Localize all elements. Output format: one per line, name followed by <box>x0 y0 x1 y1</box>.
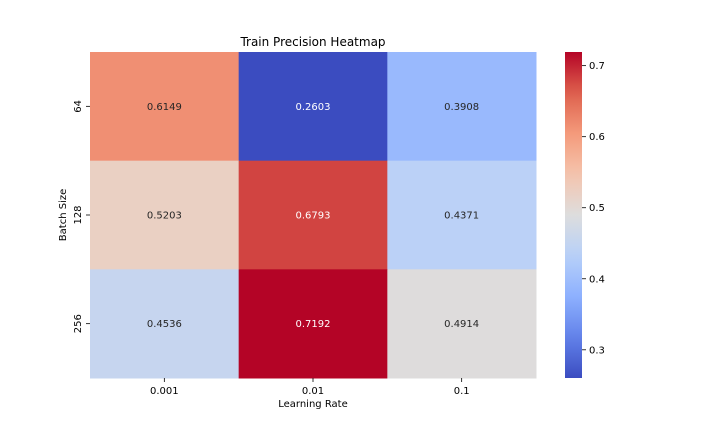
cell-label-r2-c0: 0.4536 <box>147 319 182 330</box>
colorbar-tick-label-0: 0.3 <box>589 345 605 356</box>
heatmap-cell-r2-c2 <box>387 269 537 379</box>
y-tick-label-1: 128 <box>73 205 84 224</box>
cell-label-r0-c2: 0.3908 <box>444 102 479 113</box>
colorbar-tick-label-2: 0.5 <box>589 203 605 214</box>
cell-label-r0-c1: 0.2603 <box>296 102 331 113</box>
x-axis-label: Learning Rate <box>278 399 348 410</box>
cell-label-r0-c0: 0.6149 <box>147 102 182 113</box>
heatmap-cell-r0-c1 <box>238 52 388 162</box>
cell-label-r1-c1: 0.6793 <box>296 211 331 222</box>
x-tick-label-1: 0.01 <box>302 386 324 397</box>
y-axis-label: Batch Size <box>58 189 69 241</box>
heatmap-cell-r1-c0 <box>90 160 240 270</box>
y-tick-label-0: 64 <box>73 100 84 113</box>
colorbar-tick-label-3: 0.6 <box>589 132 605 143</box>
heatmap-cell-r2-c1 <box>238 269 388 379</box>
cell-label-r1-c2: 0.4371 <box>444 211 479 222</box>
colorbar-tick-label-1: 0.4 <box>589 274 605 285</box>
colorbar-gradient <box>565 52 582 378</box>
heatmap-cell-r2-c0 <box>90 269 240 379</box>
heatmap-cell-r1-c1 <box>238 160 388 270</box>
x-tick-label-0: 0.001 <box>150 386 179 397</box>
heatmap-cell-r0-c2 <box>387 52 537 162</box>
chart-title: Train Precision Heatmap <box>239 35 385 49</box>
cell-label-r2-c2: 0.4914 <box>444 319 479 330</box>
colorbar-tick-label-4: 0.7 <box>589 61 605 72</box>
y-tick-label-2: 256 <box>73 314 84 333</box>
x-axis-ticks: 0.001 0.01 0.1 <box>150 378 470 397</box>
y-axis-ticks: 64 128 256 <box>73 100 90 333</box>
colorbar: 0.3 0.4 0.5 0.6 0.7 <box>565 52 605 378</box>
heatmap-cell-r1-c2 <box>387 160 537 270</box>
cell-label-r1-c0: 0.5203 <box>147 211 182 222</box>
heatmap-cell-r0-c0 <box>90 52 240 162</box>
cell-label-r2-c1: 0.7192 <box>296 319 331 330</box>
heatmap-cells: 0.6149 0.2603 0.3908 0.5203 0.6793 0.4371 0.45… <box>90 52 537 379</box>
x-tick-label-2: 0.1 <box>454 386 470 397</box>
